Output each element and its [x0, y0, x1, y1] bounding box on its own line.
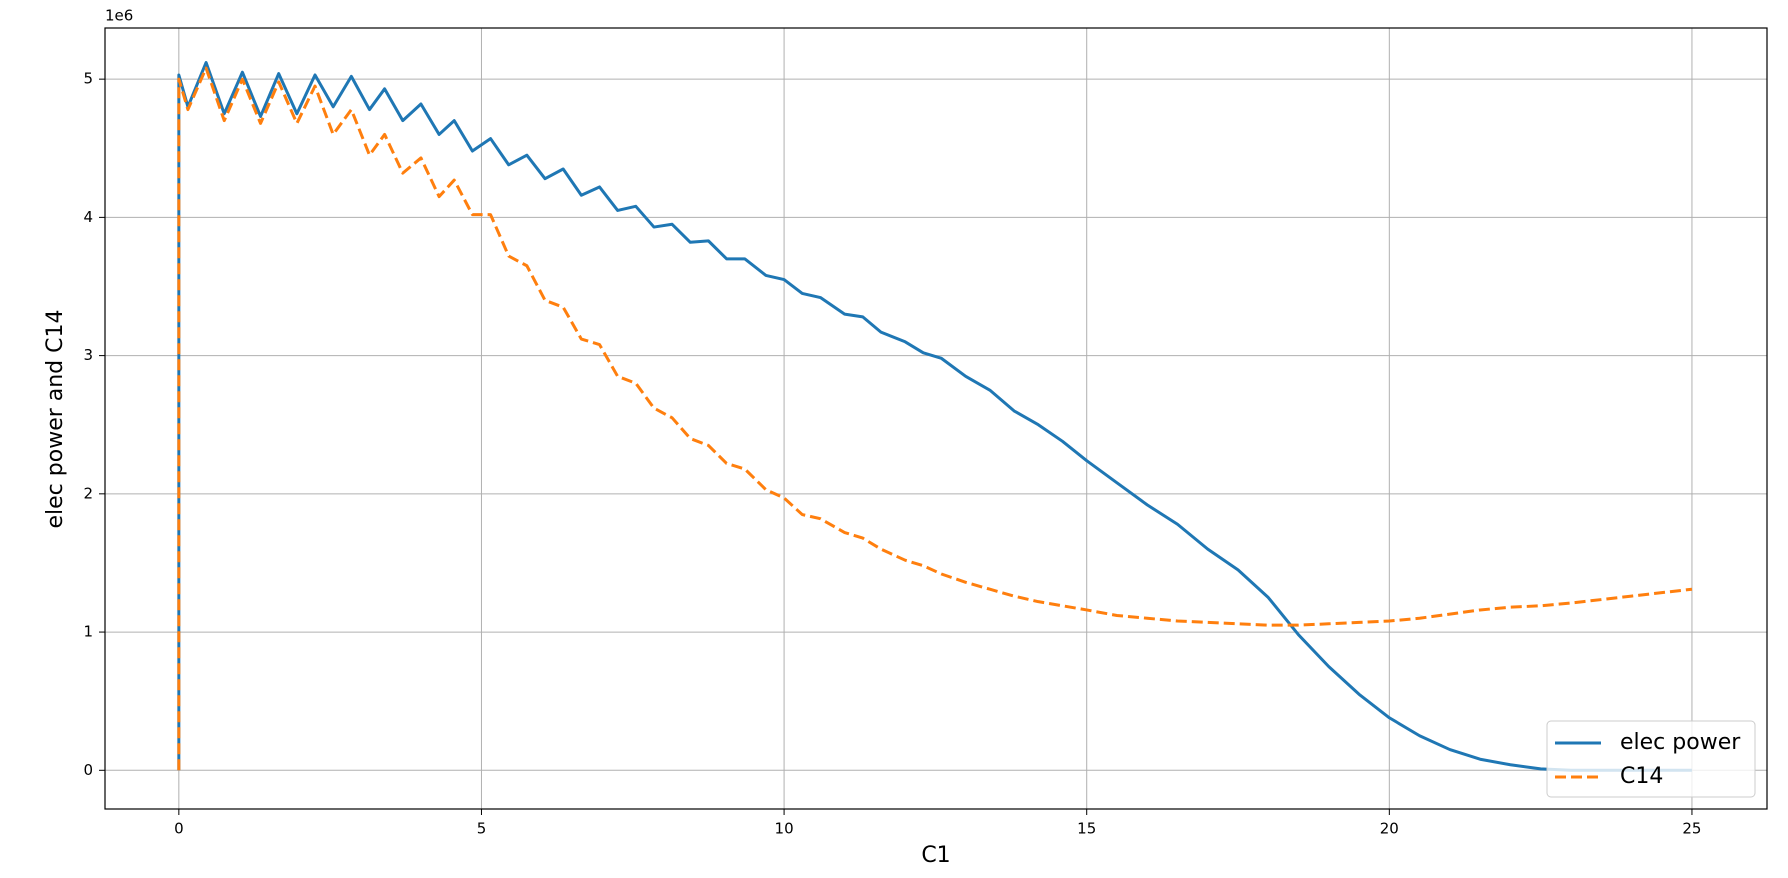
- line-series: [177, 66, 1693, 771]
- y-offset-label: 1e6: [105, 7, 133, 25]
- x-tick-label: 20: [1380, 820, 1399, 838]
- legend-box: [1546, 720, 1756, 798]
- y-axis-label: elec power and C14: [43, 309, 68, 528]
- plot-frame: [104, 27, 1768, 810]
- x-tick-label: 15: [1077, 820, 1096, 838]
- y-tick-label: 5: [83, 70, 93, 88]
- x-tick-label: 25: [1682, 820, 1701, 838]
- y-tick-label: 2: [83, 484, 93, 502]
- y-tick-label: 3: [83, 346, 93, 364]
- legend-label: C14: [1620, 764, 1663, 789]
- legend: elec power C14: [1546, 720, 1756, 798]
- x-axis-label: C1: [921, 843, 950, 868]
- line-series: [177, 61, 1692, 772]
- x-tick-label: 0: [174, 820, 184, 838]
- legend-label: elec power: [1620, 730, 1741, 755]
- x-tick-label: 5: [477, 820, 487, 838]
- y-tick-label: 1: [83, 623, 93, 641]
- y-tick-label: 4: [83, 208, 93, 226]
- x-tick-label: 10: [775, 820, 794, 838]
- y-tick-label: 0: [83, 761, 93, 779]
